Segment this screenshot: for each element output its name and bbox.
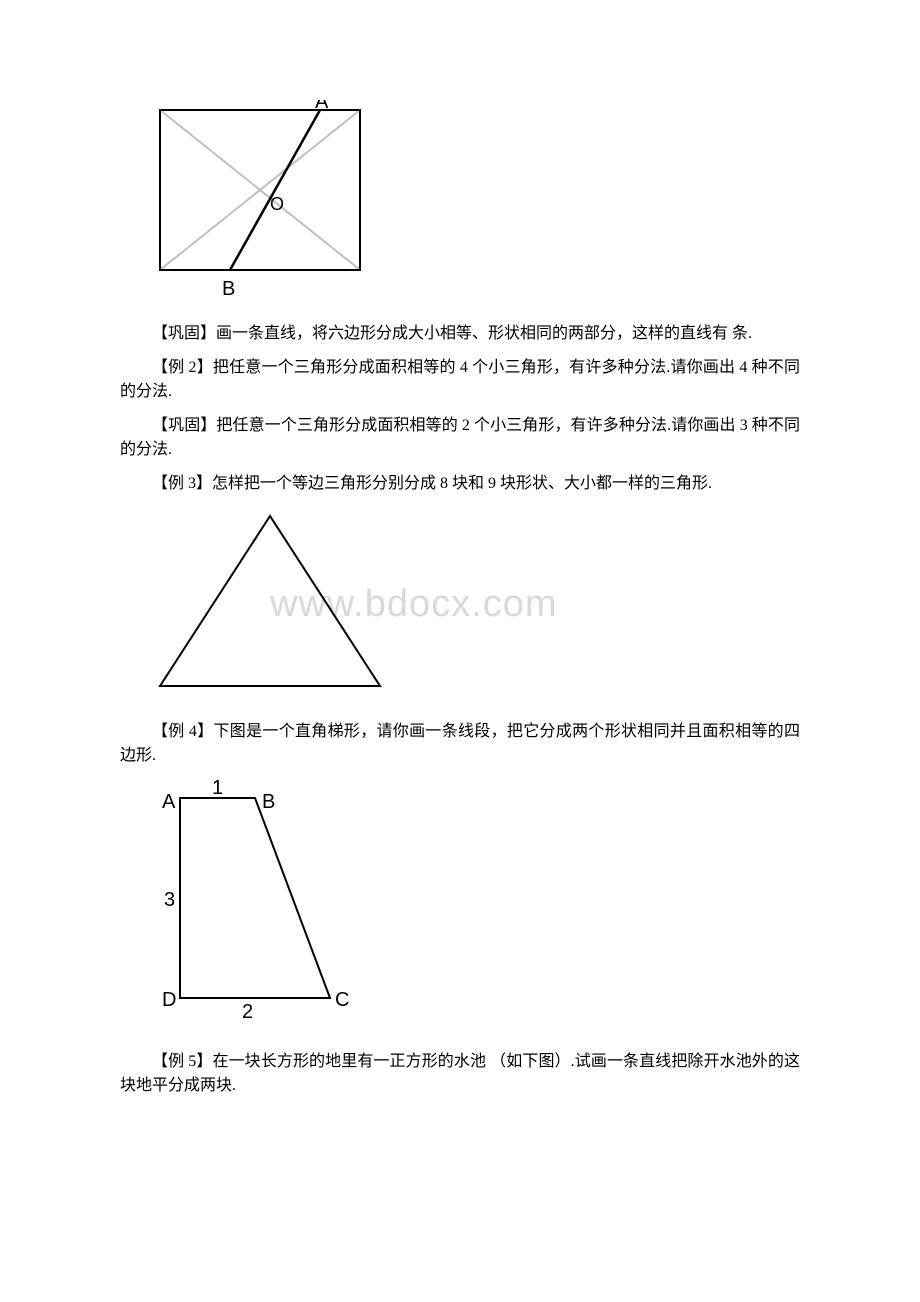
paragraph-example-2: 【例 2】把任意一个三角形分成面积相等的 4 个小三角形，有许多种分法.请你画出… bbox=[120, 356, 800, 404]
line-ab bbox=[230, 110, 320, 270]
paragraph-example-4: 【例 4】下图是一个直角梯形，请你画一条线段，把它分成两个形状相同并且面积相等的… bbox=[120, 720, 800, 768]
figure-rectangle-ab: A O B bbox=[150, 100, 800, 308]
label-3: 3 bbox=[164, 889, 175, 911]
label-c-trap: C bbox=[335, 989, 349, 1011]
paragraph-example-5: 【例 5】在一块长方形的地里有一正方形的水池 （如下图）.试画一条直线把除开水池… bbox=[120, 1050, 800, 1098]
label-b: B bbox=[222, 278, 235, 300]
label-2: 2 bbox=[242, 1001, 253, 1023]
triangle-shape bbox=[160, 516, 380, 686]
label-1: 1 bbox=[212, 778, 223, 799]
label-b-trap: B bbox=[262, 791, 275, 813]
paragraph-example-3: 【例 3】怎样把一个等边三角形分别分成 8 块和 9 块形状、大小都一样的三角形… bbox=[120, 472, 800, 496]
label-o: O bbox=[270, 194, 284, 214]
figure-trapezoid: A B C D 1 2 3 bbox=[150, 778, 800, 1036]
paragraph-gonggu-1: 【巩固】画一条直线，将六边形分成大小相等、形状相同的两部分，这样的直线有 条. bbox=[120, 322, 800, 346]
paragraph-gonggu-2: 【巩固】把任意一个三角形分成面积相等的 2 个小三角形，有许多种分法.请你画出 … bbox=[120, 414, 800, 462]
label-d-trap: D bbox=[162, 989, 176, 1011]
trapezoid-shape bbox=[180, 798, 330, 998]
label-a: A bbox=[315, 100, 329, 113]
figure-equilateral-triangle: www.bdocx.com bbox=[150, 506, 800, 706]
label-a-trap: A bbox=[162, 791, 176, 813]
